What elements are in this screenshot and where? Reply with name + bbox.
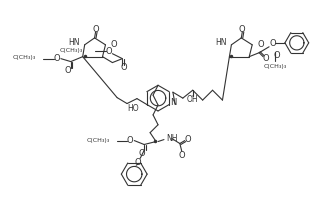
Text: O: O <box>274 51 280 60</box>
Text: O: O <box>257 40 264 49</box>
Text: O: O <box>139 149 146 158</box>
Text: HN: HN <box>68 38 80 47</box>
Text: O: O <box>239 25 246 34</box>
Text: O: O <box>135 158 141 167</box>
Text: NH: NH <box>166 134 177 143</box>
Text: O: O <box>178 151 185 160</box>
Text: O: O <box>53 54 60 63</box>
Text: O: O <box>64 66 71 75</box>
Text: OH: OH <box>187 95 199 104</box>
Text: O: O <box>92 25 99 34</box>
Text: O: O <box>110 40 117 49</box>
Text: C(CH₃)₃: C(CH₃)₃ <box>13 55 36 60</box>
Text: O: O <box>263 54 270 63</box>
Text: N: N <box>170 98 176 107</box>
Text: C(CH₃)₃: C(CH₃)₃ <box>263 64 287 69</box>
Text: C(CH₃)₃: C(CH₃)₃ <box>86 138 109 143</box>
Text: O: O <box>127 136 134 145</box>
Text: O: O <box>270 39 276 48</box>
Text: HO: HO <box>127 104 139 113</box>
Text: O: O <box>185 135 191 144</box>
Text: O: O <box>120 63 127 72</box>
Text: C(CH₃)₃: C(CH₃)₃ <box>60 48 83 53</box>
Text: O: O <box>105 47 112 56</box>
Text: HN: HN <box>215 38 226 47</box>
